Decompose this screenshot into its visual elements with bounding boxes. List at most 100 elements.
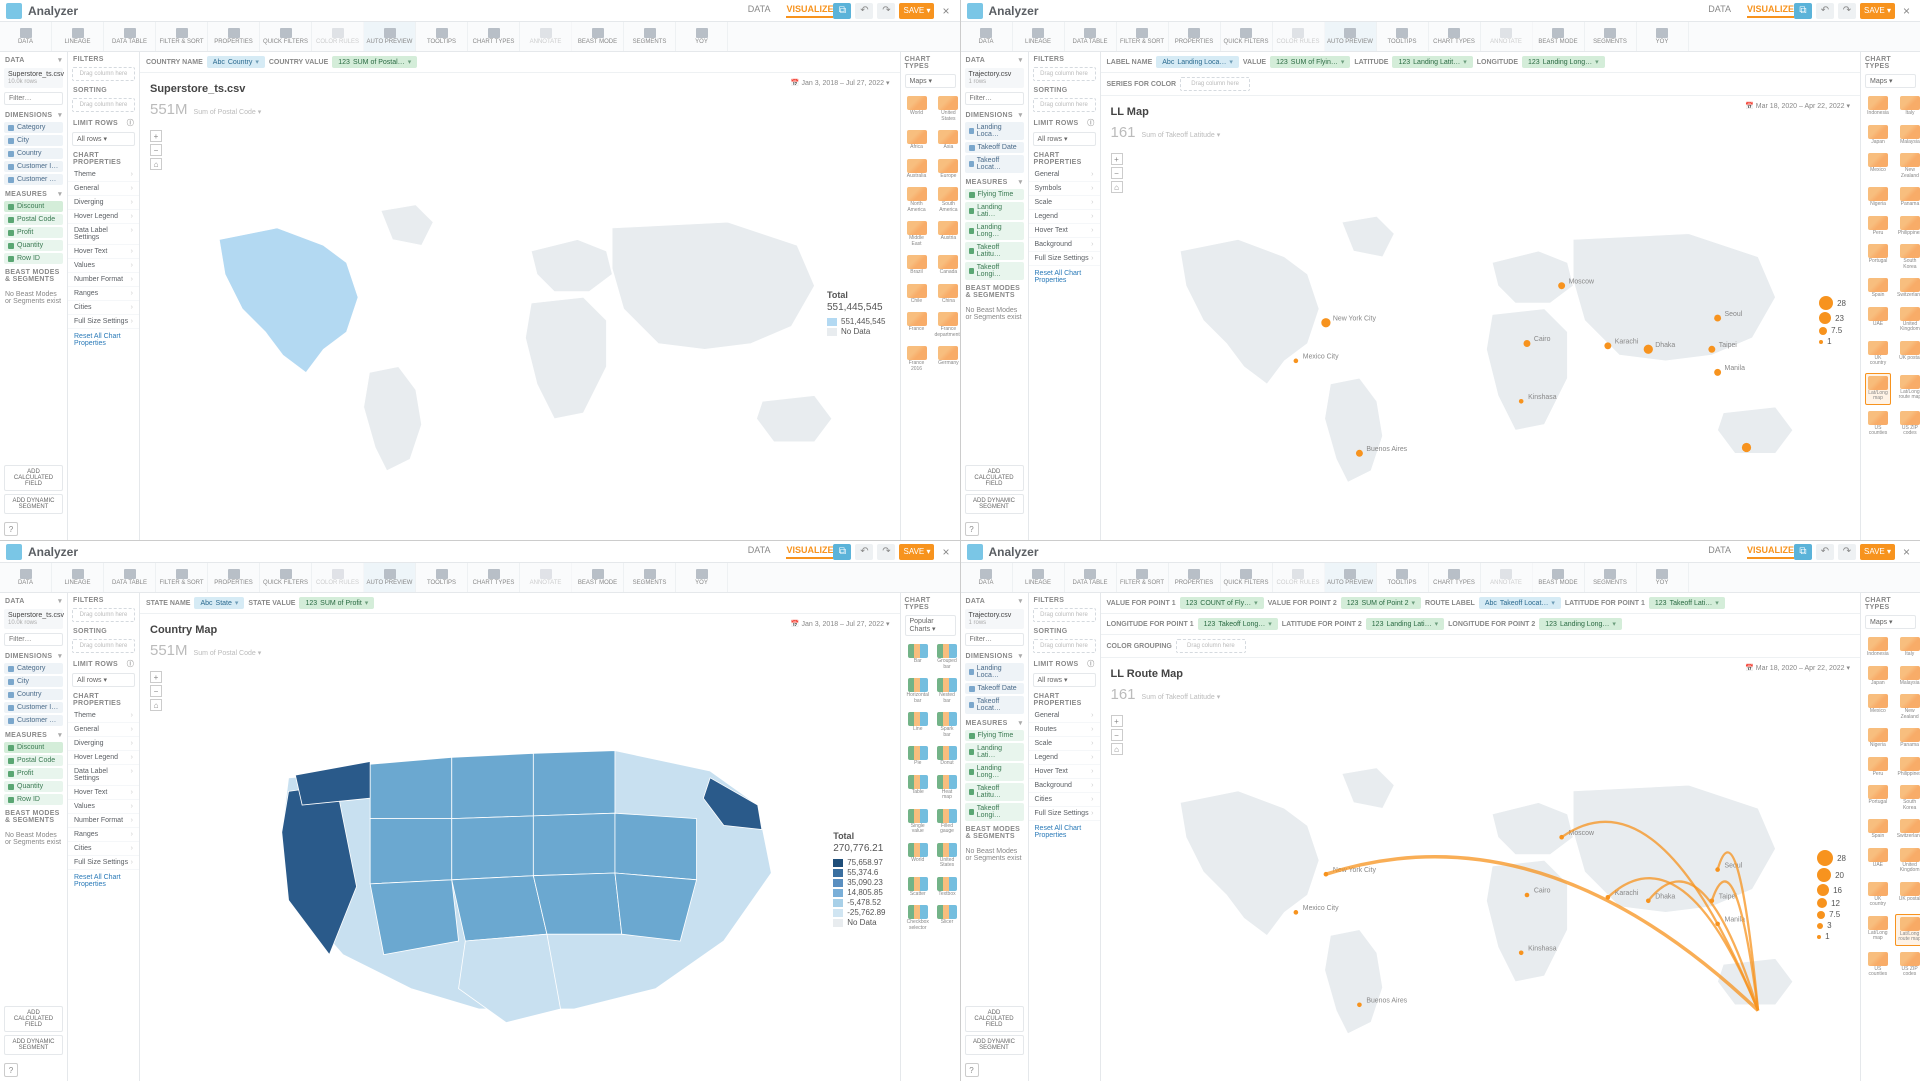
zoom-home-icon[interactable]: ⌂ [150,158,162,170]
toolbar-chart-types[interactable]: CHART TYPES [1429,563,1481,592]
tab-data[interactable]: DATA [1708,545,1731,559]
limit-rows-select[interactable]: All rows ▾ [1033,132,1096,146]
chart-prop[interactable]: Hover Text› [68,245,139,259]
zoom-in-icon[interactable]: + [150,130,162,142]
chart-prop[interactable]: Number Format› [68,814,139,828]
chart-type-thumb[interactable]: US ZIP codes [1895,409,1920,439]
chart-prop[interactable]: Symbols› [1029,182,1100,196]
chart-type-thumb[interactable]: Heat map [935,773,959,803]
toolbar-beast-mode[interactable]: BEAST MODE [1533,22,1585,51]
chart-prop[interactable]: General› [1029,168,1100,182]
chart-prop[interactable]: Cities› [68,842,139,856]
filters-dropzone[interactable]: Drag column here [1033,67,1096,81]
dimension-item[interactable]: Takeoff Date [965,142,1024,153]
chart-type-thumb[interactable]: United Kingdom [1895,846,1920,876]
dimension-item[interactable]: Customer I… [4,161,63,172]
zoom-home-icon[interactable]: ⌂ [1111,743,1123,755]
toolbar-properties[interactable]: PROPERTIES [208,22,260,51]
chart-type-thumb[interactable]: Spark bar [935,710,959,740]
filters-dropzone[interactable]: Drag column here [1033,608,1096,622]
sorting-dropzone[interactable]: Drag column here [72,639,135,653]
chart-type-thumb[interactable]: Peru [1865,214,1891,239]
chart-type-thumb[interactable]: UAE [1865,305,1891,335]
toolbar-filter---sort[interactable]: FILTER & SORT [1117,22,1169,51]
toolbar-annotate[interactable]: ANNOTATE [520,22,572,51]
redo-icon[interactable]: ↷ [877,544,895,560]
dimension-item[interactable]: Customer I… [4,702,63,713]
toolbar-auto-preview[interactable]: AUTO PREVIEW [364,563,416,592]
chart-type-thumb[interactable]: Line [905,710,932,740]
chart-type-thumb[interactable]: Indonesia [1865,94,1891,119]
chart-type-thumb[interactable]: Lat/Long map [1865,914,1891,946]
toolbar-yoy[interactable]: YOY [676,22,728,51]
pill[interactable]: 123COUNT of Fly…▾ [1180,597,1264,609]
measure-item[interactable]: Landing Lati… [965,202,1024,220]
dataset-chip[interactable]: Superstore_ts.csv10.0k rows [4,68,63,88]
chart-type-category-select[interactable]: Maps ▾ [1865,615,1916,629]
chart-prop[interactable]: Theme› [68,168,139,182]
toolbar-data[interactable]: DATA [0,22,52,51]
chart-type-thumb[interactable]: Nigeria [1865,726,1891,751]
chart-type-thumb[interactable]: Japan [1865,123,1891,148]
toolbar-data[interactable]: DATA [961,22,1013,51]
toolbar-segments[interactable]: SEGMENTS [624,22,676,51]
chart-type-thumb[interactable]: Lat/Long map [1865,373,1891,405]
chart-type-thumb[interactable]: Checkbox selector [905,903,932,933]
pill-dropzone[interactable]: Drag column here [1176,639,1246,653]
toolbar-annotate[interactable]: ANNOTATE [520,563,572,592]
share-icon[interactable]: ⧉ [833,544,851,560]
toolbar-lineage[interactable]: LINEAGE [52,22,104,51]
add-calc-field-button[interactable]: ADD CALCULATED FIELD [965,465,1024,491]
chart-prop[interactable]: Hover Text› [68,786,139,800]
chart-type-thumb[interactable]: US counties [1865,950,1891,980]
dimension-item[interactable]: City [4,135,63,146]
toolbar-chart-types[interactable]: CHART TYPES [468,563,520,592]
tab-visualize[interactable]: VISUALIZE [1747,545,1794,559]
chart-type-category-select[interactable]: Maps ▾ [905,74,956,88]
add-segment-button[interactable]: ADD DYNAMIC SEGMENT [4,1035,63,1055]
chart-type-thumb[interactable]: Spain [1865,817,1891,842]
chart-prop[interactable]: Diverging› [68,196,139,210]
limit-rows-select[interactable]: All rows ▾ [72,132,135,146]
save-button[interactable]: SAVE ▾ [1860,3,1895,19]
chart-type-thumb[interactable]: Asia [933,128,960,153]
help-icon[interactable]: ? [4,522,18,536]
toolbar-tooltips[interactable]: TOOLTIPS [416,563,468,592]
chart-type-category-select[interactable]: Maps ▾ [1865,74,1916,88]
zoom-home-icon[interactable]: ⌂ [1111,181,1123,193]
redo-icon[interactable]: ↷ [877,3,895,19]
redo-icon[interactable]: ↷ [1838,3,1856,19]
toolbar-tooltips[interactable]: TOOLTIPS [1377,22,1429,51]
measure-item[interactable]: Landing Long… [965,763,1024,781]
toolbar-properties[interactable]: PROPERTIES [1169,22,1221,51]
chart-type-thumb[interactable]: Pie [905,744,932,769]
chart-prop[interactable]: Full Size Settings› [1029,252,1100,266]
help-icon[interactable]: ? [965,1063,979,1077]
toolbar-tooltips[interactable]: TOOLTIPS [416,22,468,51]
close-icon[interactable]: × [1899,4,1914,18]
measure-item[interactable]: Flying Time [965,730,1024,741]
chart-type-thumb[interactable]: Bar [905,642,932,672]
chevron-down-icon[interactable]: ▾ [1019,178,1023,186]
add-calc-field-button[interactable]: ADD CALCULATED FIELD [4,465,63,491]
pill[interactable]: AbcState▾ [194,597,244,609]
measure-item[interactable]: Takeoff Latitu… [965,242,1024,260]
reset-props-link[interactable]: Reset All Chart Properties [68,870,139,892]
chart-type-thumb[interactable]: Middle East [905,219,929,249]
chart-prop[interactable]: Legend› [1029,751,1100,765]
chart-type-thumb[interactable]: Switzerland [1895,276,1920,301]
date-range[interactable]: 📅 Mar 18, 2020 – Apr 22, 2022 ▾ [1745,664,1850,672]
pill[interactable]: 123SUM of Point 2▾ [1341,597,1421,609]
measure-item[interactable]: Flying Time [965,189,1024,200]
chart-prop[interactable]: Scale› [1029,737,1100,751]
chart-type-thumb[interactable]: Portugal [1865,783,1891,813]
share-icon[interactable]: ⧉ [1794,3,1812,19]
info-icon[interactable]: ⓘ [1087,118,1094,128]
toolbar-filter---sort[interactable]: FILTER & SORT [1117,563,1169,592]
chart-prop[interactable]: Diverging› [68,737,139,751]
chart-type-thumb[interactable]: Lat/Long route map [1895,914,1920,946]
close-icon[interactable]: × [1899,545,1914,559]
pill[interactable]: 123Takeoff Long…▾ [1198,618,1278,630]
chart-prop[interactable]: Background› [1029,238,1100,252]
toolbar-data-table[interactable]: DATA TABLE [1065,22,1117,51]
